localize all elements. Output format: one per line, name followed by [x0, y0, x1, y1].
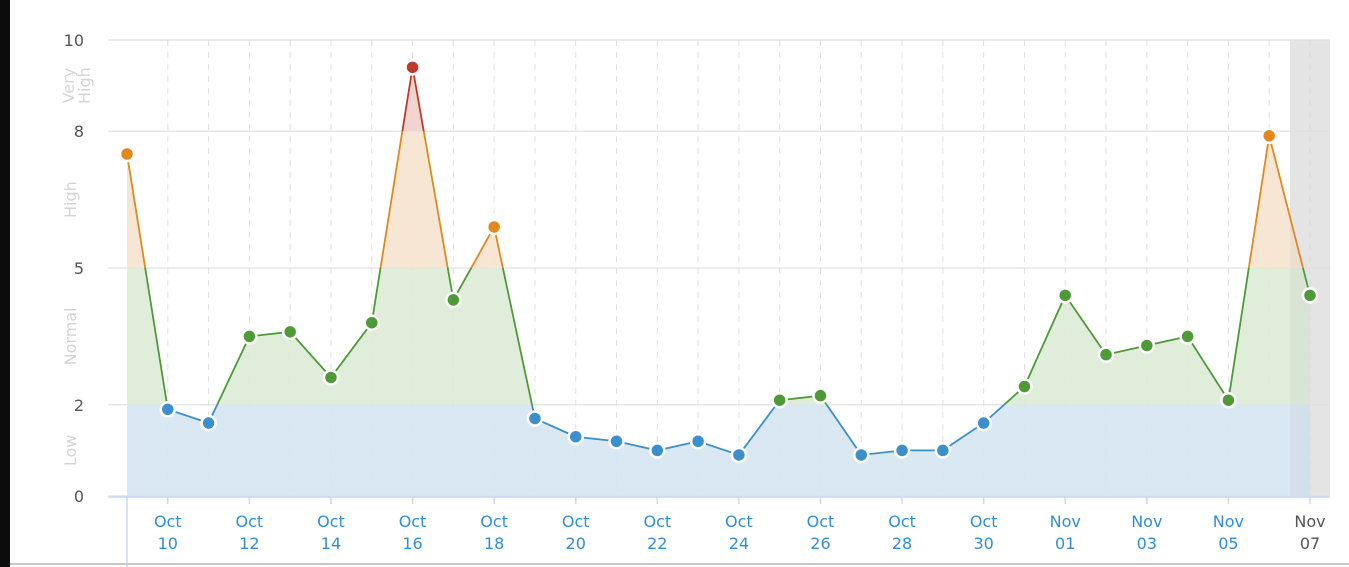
- y-tick-label: 2: [74, 396, 84, 415]
- band-area-low: [127, 404, 1310, 496]
- y-tick-label: 5: [74, 259, 84, 278]
- data-point: [812, 387, 829, 404]
- x-tick-label-day: 12: [239, 534, 259, 553]
- x-tick-label-day: 01: [1055, 534, 1075, 553]
- x-tick-label-day: 18: [484, 534, 504, 553]
- x-tick-label-day: 24: [729, 534, 749, 553]
- window-edge: [0, 0, 10, 567]
- x-tick-label-month: Nov: [1213, 512, 1244, 531]
- band-label: Low: [61, 435, 80, 467]
- data-point: [1138, 337, 1156, 354]
- y-tick-label: 8: [74, 122, 84, 141]
- data-point: [1016, 378, 1033, 395]
- x-tick-label-day: 07: [1300, 534, 1320, 553]
- x-tick-label-month: Oct: [236, 512, 264, 531]
- data-point: [1220, 391, 1237, 409]
- x-tick-label-day: 22: [647, 534, 667, 553]
- data-point: [526, 410, 544, 427]
- band-area-very-high: [402, 67, 424, 132]
- x-tick-label-month: Oct: [888, 512, 916, 531]
- data-point: [445, 291, 462, 309]
- data-point: [567, 428, 584, 445]
- data-point: [1301, 287, 1319, 304]
- data-point: [608, 433, 625, 450]
- data-point: [934, 442, 952, 459]
- data-point: [118, 145, 136, 163]
- band-area-high: [127, 131, 1304, 268]
- band-label: High: [61, 181, 80, 218]
- x-tick-label-day: 26: [810, 534, 830, 553]
- x-tick-label-day: 03: [1137, 534, 1157, 553]
- data-point: [853, 446, 870, 464]
- data-point: [281, 323, 299, 341]
- data-point: [363, 314, 381, 331]
- data-point: [485, 218, 503, 236]
- series-line-low: [166, 404, 1006, 457]
- y-tick-label: 10: [64, 31, 84, 50]
- x-tick-label-month: Nov: [1131, 512, 1162, 531]
- x-tick-label-day: 28: [892, 534, 912, 553]
- data-point: [1179, 328, 1196, 345]
- band-label: Normal: [61, 307, 80, 365]
- data-point: [404, 59, 421, 76]
- band-area-normal: [127, 268, 1310, 405]
- data-point: [771, 391, 788, 409]
- data-point: [649, 442, 666, 459]
- band-label: VeryHigh: [59, 67, 94, 104]
- current-day-overlay: [1290, 40, 1330, 496]
- data-point: [1260, 127, 1278, 145]
- x-tick-label-month: Oct: [399, 512, 427, 531]
- x-tick-label-day: 20: [566, 534, 586, 553]
- data-point: [1056, 287, 1074, 304]
- x-tick-label-month: Nov: [1294, 512, 1325, 531]
- x-tick-label-month: Oct: [807, 512, 835, 531]
- x-tick-label-month: Oct: [562, 512, 590, 531]
- x-tick-label-month: Oct: [317, 512, 345, 531]
- data-point: [241, 328, 258, 345]
- x-tick-label-month: Oct: [725, 512, 753, 531]
- data-point: [730, 446, 748, 464]
- y-tick-label: 0: [74, 487, 84, 506]
- x-tick-label-day: 14: [321, 534, 341, 553]
- data-point: [322, 369, 340, 386]
- x-tick-label-month: Nov: [1050, 512, 1081, 531]
- data-point: [159, 401, 177, 418]
- data-point: [975, 414, 992, 432]
- x-tick-label-month: Oct: [643, 512, 671, 531]
- x-tick-label-day: 30: [973, 534, 993, 553]
- data-point: [893, 442, 911, 459]
- x-tick-label-month: Oct: [154, 512, 182, 531]
- x-tick-label-month: Oct: [480, 512, 508, 531]
- x-tick-label-day: 10: [158, 534, 178, 553]
- data-point: [200, 414, 217, 432]
- bottom-border: [10, 563, 1349, 565]
- x-tick-label-day: 05: [1218, 534, 1238, 553]
- x-tick-label-month: Oct: [970, 512, 998, 531]
- data-point: [1097, 346, 1115, 363]
- data-point: [689, 433, 707, 450]
- x-tick-label-day: 16: [402, 534, 422, 553]
